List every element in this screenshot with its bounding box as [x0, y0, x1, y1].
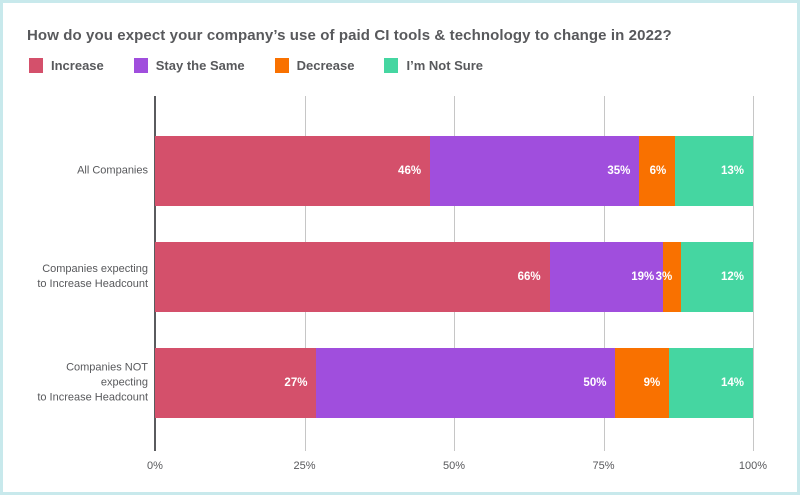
bar-segment-i-m-not-sure: 13% — [675, 136, 753, 206]
bar-segment-increase: 27% — [155, 348, 317, 418]
plot-area: 46% 35% 6% 13% 66% 19% 3% 12% 27% 50% 9% 14% — [154, 96, 754, 451]
bar-value-label: 35% — [607, 165, 631, 177]
legend-swatch-increase — [29, 58, 43, 73]
bar-value-label: 6% — [649, 165, 667, 177]
bar-segment-decrease: 6% — [639, 136, 676, 206]
legend-item-stay-the-same: Stay the Same — [133, 58, 245, 73]
legend-label: Increase — [51, 58, 104, 73]
chart-title: How do you expect your company’s use of … — [27, 27, 672, 44]
bar-value-label: 3% — [655, 271, 673, 283]
legend-label: Decrease — [296, 58, 355, 73]
legend-label: Stay the Same — [155, 58, 245, 73]
legend-swatch-decrease — [274, 58, 289, 73]
bar-value-label: 50% — [583, 377, 607, 389]
category-label-companies-not-expecting-to-increase-headcount: Companies NOT expecting to Increase Headc… — [37, 361, 148, 404]
bar-row-companies-expecting-to-increase-headcount: 66% 19% 3% 12% — [155, 242, 753, 312]
bar-segment-stay-the-same: 19% — [549, 242, 664, 312]
legend-label: I’m Not Sure — [406, 58, 484, 73]
y-axis-category-labels: All Companies Companies expecting to Incre… — [23, 96, 148, 451]
x-tick-label-75: 75% — [592, 460, 615, 472]
category-label-companies-expecting-to-increase-headcount: Companies expecting to Increase Headcount — [37, 263, 148, 290]
x-tick-label-100: 100% — [738, 460, 768, 472]
bar-value-label: 46% — [398, 165, 422, 177]
legend-item-i-m-not-sure: I’m Not Sure — [384, 58, 483, 73]
bar-segment-decrease: 3% — [656, 242, 682, 312]
bar-value-label: 9% — [643, 377, 661, 389]
legend-swatch-stay-the-same — [133, 58, 148, 73]
bar-segment-stay-the-same: 50% — [316, 348, 616, 418]
bar-segment-i-m-not-sure: 12% — [681, 242, 753, 312]
legend: Increase Stay the Same Decrease I’m Not Sur… — [29, 58, 483, 73]
bar-segment-decrease: 9% — [615, 348, 670, 418]
bar-segment-stay-the-same: 35% — [430, 136, 640, 206]
x-tick-label-50: 50% — [442, 460, 466, 472]
bar-value-label: 14% — [720, 377, 744, 389]
bar-value-label: 66% — [517, 271, 541, 283]
bar-segment-i-m-not-sure: 14% — [669, 348, 753, 418]
legend-item-decrease: Decrease — [274, 58, 355, 73]
category-label-all-companies: All Companies — [77, 164, 148, 177]
bar-segment-increase: 46% — [155, 136, 431, 206]
bar-value-label: 12% — [720, 271, 744, 283]
legend-item-increase: Increase — [29, 58, 104, 73]
bar-value-label: 27% — [284, 377, 308, 389]
x-tick-label-0: 0% — [147, 460, 163, 472]
bar-value-label: 13% — [720, 165, 744, 177]
bar-row-companies-not-expecting-to-increase-headcount: 27% 50% 9% 14% — [155, 348, 753, 418]
gridline-100 — [753, 96, 754, 451]
legend-swatch-i-m-not-sure — [384, 58, 399, 73]
bar-value-label: 19% — [631, 271, 655, 283]
x-tick-label-25: 25% — [293, 460, 316, 472]
x-axis: 0% 25% 50% 75% 100% — [147, 460, 767, 480]
bar-segment-increase: 66% — [155, 242, 550, 312]
bar-row-all-companies: 46% 35% 6% 13% — [155, 136, 753, 206]
